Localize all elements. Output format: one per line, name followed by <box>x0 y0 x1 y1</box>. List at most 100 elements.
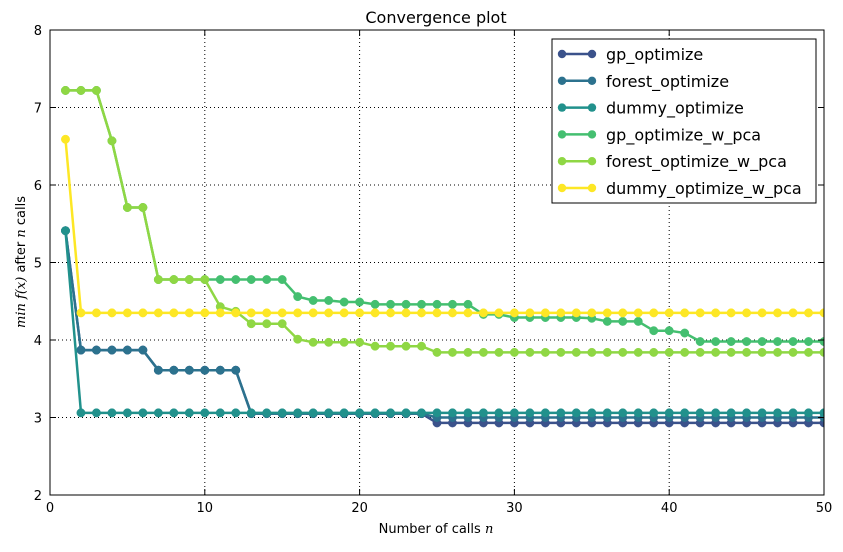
data-point <box>200 308 210 318</box>
data-point <box>277 275 287 284</box>
data-point <box>695 347 705 357</box>
data-point <box>788 347 798 357</box>
data-point <box>169 365 179 375</box>
legend-marker <box>557 157 567 166</box>
data-point <box>61 86 70 95</box>
legend-label: gp_optimize <box>606 45 703 65</box>
x-axis-label-math: n <box>485 522 493 537</box>
data-point <box>231 308 241 318</box>
data-point <box>571 408 581 418</box>
data-point <box>432 408 442 418</box>
data-point <box>138 345 148 355</box>
data-point <box>231 365 241 375</box>
data-point <box>509 408 519 418</box>
data-point <box>246 308 256 318</box>
data-point <box>773 308 783 318</box>
data-point <box>293 292 303 302</box>
data-point <box>804 408 813 418</box>
data-point <box>169 308 179 318</box>
data-point <box>664 408 674 418</box>
data-point <box>417 408 426 418</box>
data-point <box>277 308 287 318</box>
data-point <box>633 347 643 357</box>
data-point <box>107 136 117 146</box>
data-point <box>277 408 287 418</box>
data-point <box>215 275 225 284</box>
data-point <box>602 408 612 418</box>
data-point <box>525 408 535 418</box>
data-point <box>602 316 612 326</box>
data-point <box>633 308 643 318</box>
data-point <box>138 408 148 418</box>
data-point <box>494 408 504 418</box>
y-tick-label: 6 <box>34 179 42 194</box>
legend-marker <box>587 49 597 59</box>
data-point <box>788 308 798 318</box>
data-point <box>680 408 690 418</box>
data-point <box>76 308 86 318</box>
data-point <box>231 408 241 418</box>
data-point <box>76 86 86 95</box>
axis-ticks: 0 10 20 30 40 50 2 3 4 5 6 7 8 <box>34 24 833 516</box>
data-point <box>525 347 535 357</box>
data-point <box>246 275 256 284</box>
data-point <box>293 334 303 344</box>
data-point <box>773 337 783 346</box>
data-point <box>370 299 380 309</box>
data-point <box>463 347 473 357</box>
data-point <box>509 347 519 357</box>
data-point <box>571 308 581 318</box>
data-point <box>215 408 225 418</box>
x-axis-label: Number of calls n <box>379 522 494 537</box>
data-point <box>540 308 550 318</box>
data-point <box>649 308 659 318</box>
data-point <box>463 308 473 318</box>
legend-box <box>551 38 817 204</box>
data-point <box>138 203 148 212</box>
data-point <box>571 347 581 357</box>
data-point <box>463 408 473 418</box>
data-point <box>448 308 457 318</box>
y-axis-label-suffix: calls <box>14 196 29 229</box>
data-point <box>107 408 117 418</box>
data-point <box>339 297 349 307</box>
series-gp_optimize <box>61 226 824 428</box>
series-dummy_optimize_w_pca <box>61 134 824 318</box>
data-point <box>401 308 411 318</box>
data-point <box>91 408 101 418</box>
legend-item-forest_optimize: forest_optimize <box>557 72 729 92</box>
data-point <box>556 308 566 318</box>
data-point <box>664 347 674 357</box>
x-tick-label: 30 <box>506 501 523 516</box>
series-line-gp_optimize <box>64 230 824 425</box>
data-point <box>401 341 411 351</box>
data-point <box>262 408 272 418</box>
data-point <box>478 408 488 418</box>
y-tick-label: 3 <box>34 412 42 427</box>
data-point <box>680 347 690 357</box>
series-line-dummy_optimize <box>64 230 824 415</box>
data-point <box>215 308 225 318</box>
data-point <box>773 347 783 357</box>
data-point <box>184 275 194 284</box>
data-point <box>308 337 318 347</box>
data-point <box>184 408 194 418</box>
data-point <box>153 275 163 284</box>
data-point <box>153 308 163 318</box>
data-point <box>742 347 752 357</box>
series-dummy_optimize <box>61 226 824 418</box>
data-point <box>432 299 442 309</box>
data-point <box>618 308 628 318</box>
data-point <box>695 337 705 346</box>
data-point <box>556 408 566 418</box>
data-point <box>540 408 550 418</box>
data-point <box>293 308 303 318</box>
data-point <box>184 308 194 318</box>
data-point <box>76 345 86 355</box>
data-point <box>788 408 798 418</box>
data-point <box>324 308 334 318</box>
data-point <box>417 308 426 318</box>
x-tick-label: 20 <box>351 501 368 516</box>
data-point <box>587 308 597 318</box>
data-point <box>231 275 241 284</box>
